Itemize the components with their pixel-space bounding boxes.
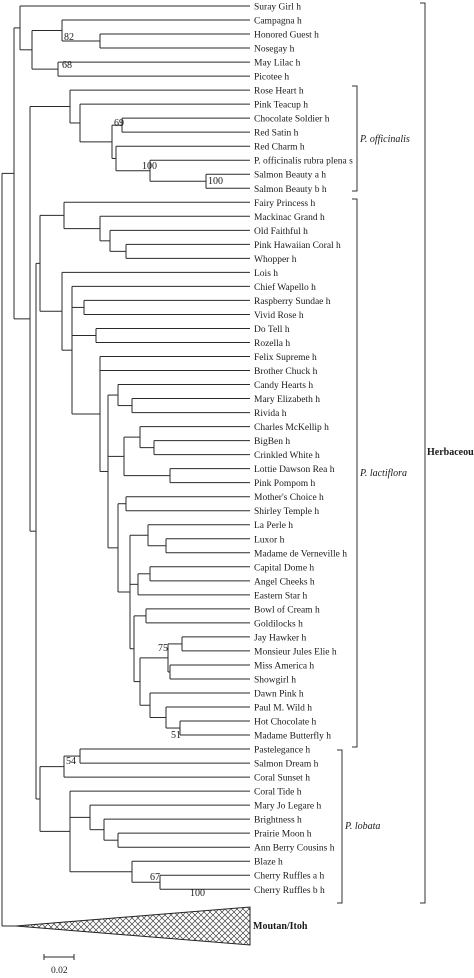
leaf-label: Blaze h [254,858,283,868]
leaf-label: Raspberry Sundae h [254,297,331,307]
leaf-label: Picotee h [254,73,289,83]
lactiflora-bracket [352,198,358,748]
leaf-label: Pink Pompom h [254,479,315,489]
leaf-label: Chief Wapello h [254,282,316,293]
tree-branches [1,5,250,927]
leaf-label: Nosegay h [254,45,295,55]
leaf-label: Chocolate Soldier h [254,115,330,125]
leaf-label: Madame de Verneville h [254,549,347,559]
leaf-label: Pastelegance h [254,746,310,756]
moutan-itoh-label: Moutan/Itoh [253,921,308,932]
bootstrap-value: 75 [158,643,168,654]
leaf-label: Jay Hawker h [254,633,306,643]
bootstrap-value: 68 [62,60,72,71]
leaf-label: Rozella h [254,339,290,349]
leaf-label: Madame Butterfly h [254,731,331,742]
scale-bar [43,954,75,960]
leaf-label: Honored Guest h [254,31,319,41]
leaf-label: Shirley Temple h [254,507,319,517]
leaf-label: Salmon Dream h [254,760,319,770]
leaf-label: Salmon Beauty a h [254,171,326,181]
leaf-label: Pink Hawaiian Coral h [254,241,341,251]
bootstrap-value: 82 [64,32,74,43]
leaf-label: May Lilac h [254,59,301,69]
leaf-label: Rose Heart h [254,87,304,97]
leaf-label: Luxor h [254,535,285,545]
leaf-label: Mary Elizabeth h [254,395,320,405]
leaf-label: Pink Teacup h [254,101,308,111]
lobata-bracket [337,749,343,904]
leaf-label: Fairy Princess h [254,199,315,209]
moutan-itoh-triangle [15,906,251,946]
bootstrap-value: 100 [142,161,157,172]
bootstrap-value: 100 [208,176,223,187]
leaf-label: Capital Dome h [254,563,314,573]
leaf-label: Candy Hearts h [254,381,313,391]
herbaceous-label: Herbaceous [427,447,474,458]
leaf-label: Coral Sunset h [254,774,310,784]
leaf-label: Brightness h [254,816,302,826]
leaf-label: Ann Berry Cousins h [254,844,335,854]
bootstrap-value: 67 [150,872,160,883]
leaf-label: Goldilocks h [254,619,303,629]
leaf-label: Mary Jo Legare h [254,802,322,812]
leaf-label: Salmon Beauty b h [254,185,327,195]
bootstrap-value: 54 [66,756,76,767]
leaf-label: Miss America h [254,661,314,671]
leaf-label: Suray Girl h [254,3,301,13]
leaf-label: P. officinalis rubra plena s [254,156,353,167]
leaf-label: Lottie Dawson Rea h [254,465,335,475]
officinalis-bracket [352,85,358,192]
leaf-label: Mother's Choice h [254,493,324,503]
leaf-label: Crinkled White h [254,451,320,461]
leaf-label: Eastern Star h [254,591,308,601]
leaf-label: Paul M. Wild h [254,704,312,714]
scale-bar-label: 0.02 [51,966,68,976]
bootstrap-value: 51 [171,730,181,741]
bootstrap-value: 69 [114,118,124,129]
leaf-label: Old Faithful h [254,226,308,237]
leaf-label: Hot Chocolate h [254,718,317,728]
leaf-label: Cherry Ruffles a h [254,871,325,882]
leaf-label: Vivid Rose h [254,311,304,321]
leaf-label: Dawn Pink h [254,689,304,699]
herbaceous-bracket [420,2,426,904]
leaf-label: Angel Cheeks h [254,577,315,587]
leaf-label: Prairie Moon h [254,830,312,840]
leaf-label: Red Charm h [254,143,305,153]
leaf-label: Cherry Ruffles b h [254,885,325,896]
lactiflora-label: P. lactiflora [359,468,407,479]
leaf-label: BigBen h [254,437,290,447]
leaf-label: Lois h [254,269,278,279]
leaf-label: Brother Chuck h [254,367,318,377]
leaf-label: Monsieur Jules Elie h [254,647,337,657]
leaf-label: Whopper h [254,255,297,265]
lobata-label: P. lobata [344,821,380,832]
leaf-label: Rivida h [254,409,287,419]
leaf-label: Do Tell h [254,325,290,335]
leaf-label: Bowl of Cream h [254,604,320,615]
bootstrap-value: 100 [190,888,205,899]
bootstrap-values: 82 68 69 100 100 75 51 54 67 100 [62,32,223,899]
leaf-label: La Perle h [254,521,293,531]
leaf-label: Mackinac Grand h [254,213,325,223]
officinalis-label: P. officinalis [359,134,410,145]
leaf-label: Campagna h [254,17,302,27]
leaf-labels: Suray Girl h Campagna h Honored Guest h Nos… [254,3,353,896]
leaf-label: Felix Supreme h [254,353,317,363]
leaf-label: Red Satin h [254,129,299,139]
leaf-label: Charles McKellip h [254,423,329,433]
leaf-label: Coral Tide h [254,788,302,798]
leaf-label: Showgirl h [254,675,296,685]
